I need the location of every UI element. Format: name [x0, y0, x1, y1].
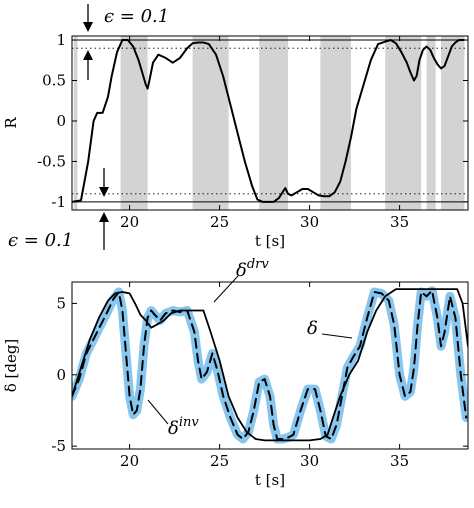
x-tick-label: 20: [120, 452, 139, 470]
x-ticks: 20 25 30 35: [120, 36, 409, 231]
y-axis-label: R: [2, 117, 20, 129]
epsilon-bottom-label: ϵ = 0.1: [8, 230, 73, 251]
x-tick-label: 30: [300, 213, 319, 231]
shaded-interval: [320, 36, 351, 210]
y-tick-label: 0.5: [42, 72, 66, 90]
delta-drv-label: δdrv: [236, 257, 269, 281]
epsilon-top-annotation: ϵ = 0.1: [83, 4, 169, 80]
delta-annotation: δ: [307, 318, 353, 339]
delta-label: δ: [307, 318, 318, 339]
steering-series: [72, 286, 468, 444]
arrow-up-head: [83, 50, 93, 60]
panel-steering-frame: [71, 281, 469, 450]
y-tick-label: -0.5: [37, 152, 66, 170]
leader-line: [321, 333, 353, 339]
x-axis-label: t [s]: [255, 471, 285, 489]
x-tick-label: 35: [390, 213, 409, 231]
shaded-interval: [73, 36, 78, 210]
panel-steering: 20 25 30 35 50-5 t [s] δ [deg] δdrv δinv δ: [2, 257, 469, 489]
y-tick-label: 0: [56, 112, 66, 130]
x-tick-label: 30: [300, 452, 319, 470]
delta-line: [72, 286, 468, 444]
y-tick-label: 0: [56, 366, 66, 384]
panel-ratio-frame: [71, 35, 469, 211]
delta-drv-sup: drv: [247, 257, 270, 272]
panel-ratio: 20 25 30 35 1 0.5 0 -0.5 -1 t [s] R ϵ = 0.1 ϵ =…: [2, 4, 469, 251]
delta-inv-sup: inv: [179, 415, 200, 430]
x-tick-label: 25: [210, 452, 229, 470]
y-tick-label: -5: [51, 437, 66, 455]
delta-drv-base: δ: [236, 260, 247, 281]
y-axis-label: δ [deg]: [2, 339, 20, 393]
arrow-up-head: [99, 212, 109, 222]
ratio-series: [71, 39, 465, 203]
epsilon-bottom-annotation: ϵ = 0.1: [8, 168, 109, 251]
delta-drv-line: [72, 288, 468, 442]
leader-line: [147, 399, 169, 425]
y-tick-label: 1: [56, 31, 66, 49]
shaded-interval: [426, 36, 436, 210]
delta-inv-annotation: δinv: [147, 399, 199, 439]
y-ticks: 5 0 -5: [51, 294, 468, 455]
x-tick-label: 20: [120, 213, 139, 231]
x-tick-label: 35: [390, 452, 409, 470]
y-ticks: 1 0.5 0 -0.5 -1: [37, 31, 468, 211]
shaded-interval: [385, 36, 422, 210]
shaded-interval: [192, 36, 229, 210]
y-tick-label: -1: [51, 193, 66, 211]
delta-drv-annotation: δdrv: [213, 257, 269, 303]
shaded-interval: [120, 36, 148, 210]
arrow-down-head: [99, 187, 109, 197]
ratio-line: [71, 39, 465, 203]
leader-line: [213, 275, 239, 303]
delta-inv-base: δ: [168, 418, 179, 439]
x-tick-label: 25: [210, 213, 229, 231]
shaded-interval: [259, 36, 288, 210]
epsilon-top-label: ϵ = 0.1: [104, 6, 169, 27]
y-tick-label: 5: [56, 294, 66, 312]
shaded-intervals: [73, 36, 465, 210]
x-ticks: 20 25 30 35: [120, 282, 409, 470]
arrow-down-head: [83, 22, 93, 32]
shaded-interval: [441, 36, 465, 210]
x-axis-label: t [s]: [255, 232, 285, 250]
delta-inv-label: δinv: [168, 415, 199, 439]
delta-inv-line: [72, 289, 468, 440]
